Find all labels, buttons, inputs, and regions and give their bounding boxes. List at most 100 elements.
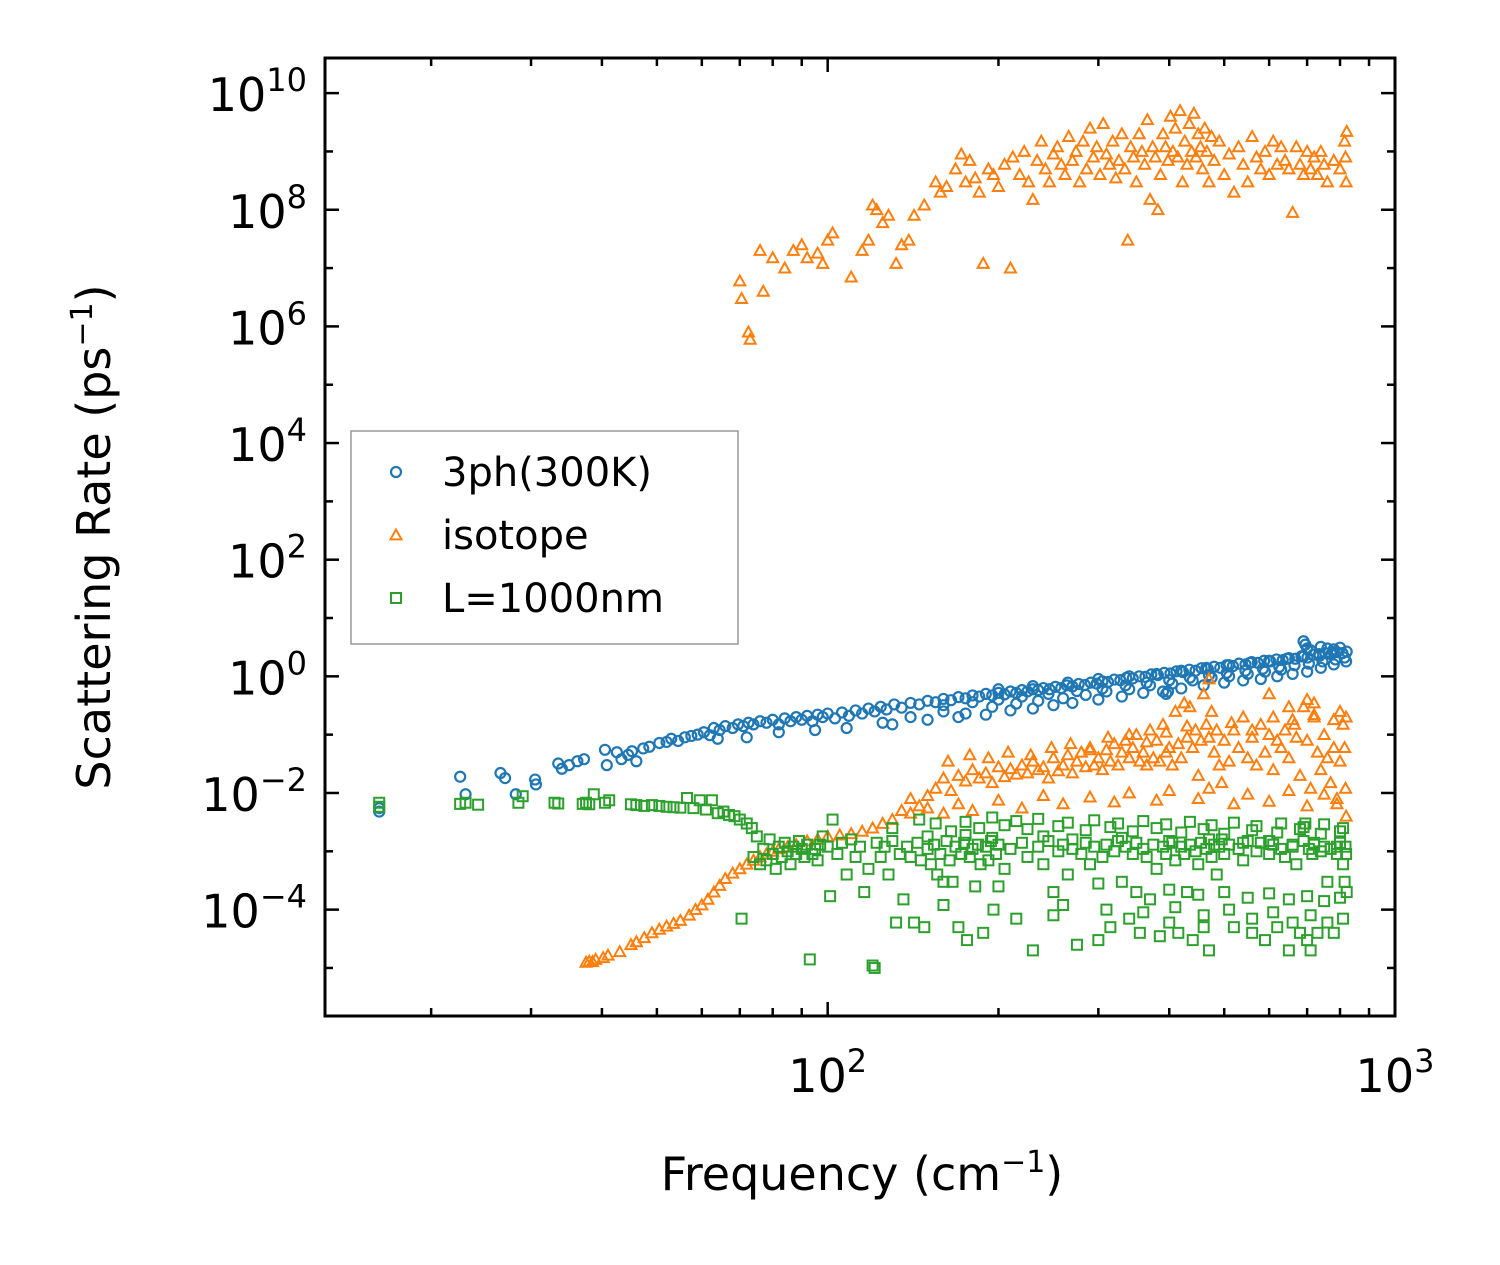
data-point [1293, 823, 1306, 836]
data-point [1338, 808, 1354, 822]
data-point [529, 778, 543, 791]
data-point [1326, 712, 1341, 726]
x-tick-label: 102 [788, 1042, 867, 1103]
data-point [958, 836, 971, 849]
data-point [1297, 821, 1310, 834]
data-point [1114, 126, 1130, 140]
data-point [984, 835, 997, 848]
data-point [1079, 161, 1094, 175]
data-point [1016, 143, 1032, 157]
data-point [1060, 747, 1075, 761]
data-point [1192, 888, 1205, 901]
data-point [1226, 722, 1242, 736]
data-point [874, 850, 887, 863]
data-point [828, 712, 842, 725]
data-point [870, 836, 883, 849]
y-axis-title: Scattering Rate (ps−1) [65, 284, 121, 789]
data-point [1301, 934, 1314, 947]
legend-label: L=1000nm [442, 576, 664, 622]
data-point [1175, 682, 1188, 695]
data-point [1289, 729, 1304, 743]
data-point [1000, 744, 1016, 758]
data-point [1320, 750, 1335, 764]
data-point [1241, 891, 1254, 904]
data-point [1202, 669, 1216, 682]
data-point [1079, 824, 1092, 837]
data-point [1115, 875, 1128, 888]
data-point [820, 232, 835, 246]
data-point [1212, 757, 1227, 771]
data-point [1089, 139, 1104, 153]
data-point [623, 937, 639, 951]
data-point [1316, 786, 1332, 800]
data-point [1025, 753, 1041, 767]
data-point [1275, 842, 1288, 855]
data-point [1338, 875, 1351, 888]
data-point [1332, 161, 1348, 175]
data-point [1088, 840, 1101, 853]
data-point [1041, 770, 1056, 784]
data-point [962, 152, 977, 166]
data-point [1130, 886, 1143, 899]
data-point [612, 944, 627, 958]
data-point [1304, 944, 1317, 957]
y-tick-label: 1010 [208, 61, 307, 122]
data-point [1143, 679, 1157, 692]
data-point [1061, 128, 1076, 142]
data-point [825, 225, 840, 239]
data-point [901, 232, 917, 246]
data-point [888, 698, 901, 711]
data-point [1168, 703, 1183, 717]
data-point [1206, 152, 1222, 166]
data-point [765, 250, 780, 264]
data-point [972, 184, 987, 198]
data-point [1150, 667, 1163, 681]
data-point [1176, 695, 1192, 709]
data-point [1146, 750, 1161, 764]
data-point [937, 699, 950, 712]
data-point [1292, 156, 1308, 170]
data-point [803, 953, 816, 966]
data-point [1079, 836, 1092, 849]
data-point [1196, 686, 1211, 700]
data-point [976, 255, 991, 269]
data-point [653, 799, 666, 812]
data-point [875, 815, 890, 829]
data-point [901, 840, 914, 853]
data-point [1065, 765, 1080, 779]
data-point [1267, 906, 1280, 919]
data-point [858, 886, 871, 899]
data-point [843, 269, 859, 283]
data-point [1281, 161, 1297, 175]
data-point [1177, 133, 1192, 147]
data-point [1082, 742, 1098, 756]
data-point [1121, 727, 1137, 741]
data-point [914, 854, 927, 867]
data-point [920, 800, 935, 814]
data-point [1326, 740, 1341, 753]
data-point [1266, 133, 1281, 147]
data-point [951, 767, 966, 781]
data-point [928, 838, 941, 851]
data-point [1172, 103, 1188, 117]
data-point [747, 850, 760, 863]
data-point [1065, 152, 1080, 166]
data-point [1179, 156, 1195, 170]
data-point [958, 773, 973, 787]
legend-marker-square [390, 592, 402, 604]
data-point [1240, 750, 1255, 764]
data-point [1123, 139, 1138, 153]
data-point [1100, 729, 1116, 743]
data-point [955, 847, 968, 860]
data-point [1303, 780, 1318, 794]
data-point [1169, 854, 1182, 867]
data-point [1115, 690, 1128, 703]
data-point [1197, 909, 1210, 922]
data-point [1257, 744, 1273, 758]
data-point [886, 822, 899, 835]
data-point [1235, 709, 1251, 723]
data-point [821, 840, 834, 853]
data-point [1130, 836, 1143, 849]
data-point [1240, 786, 1255, 800]
series-triangle [578, 103, 1354, 968]
